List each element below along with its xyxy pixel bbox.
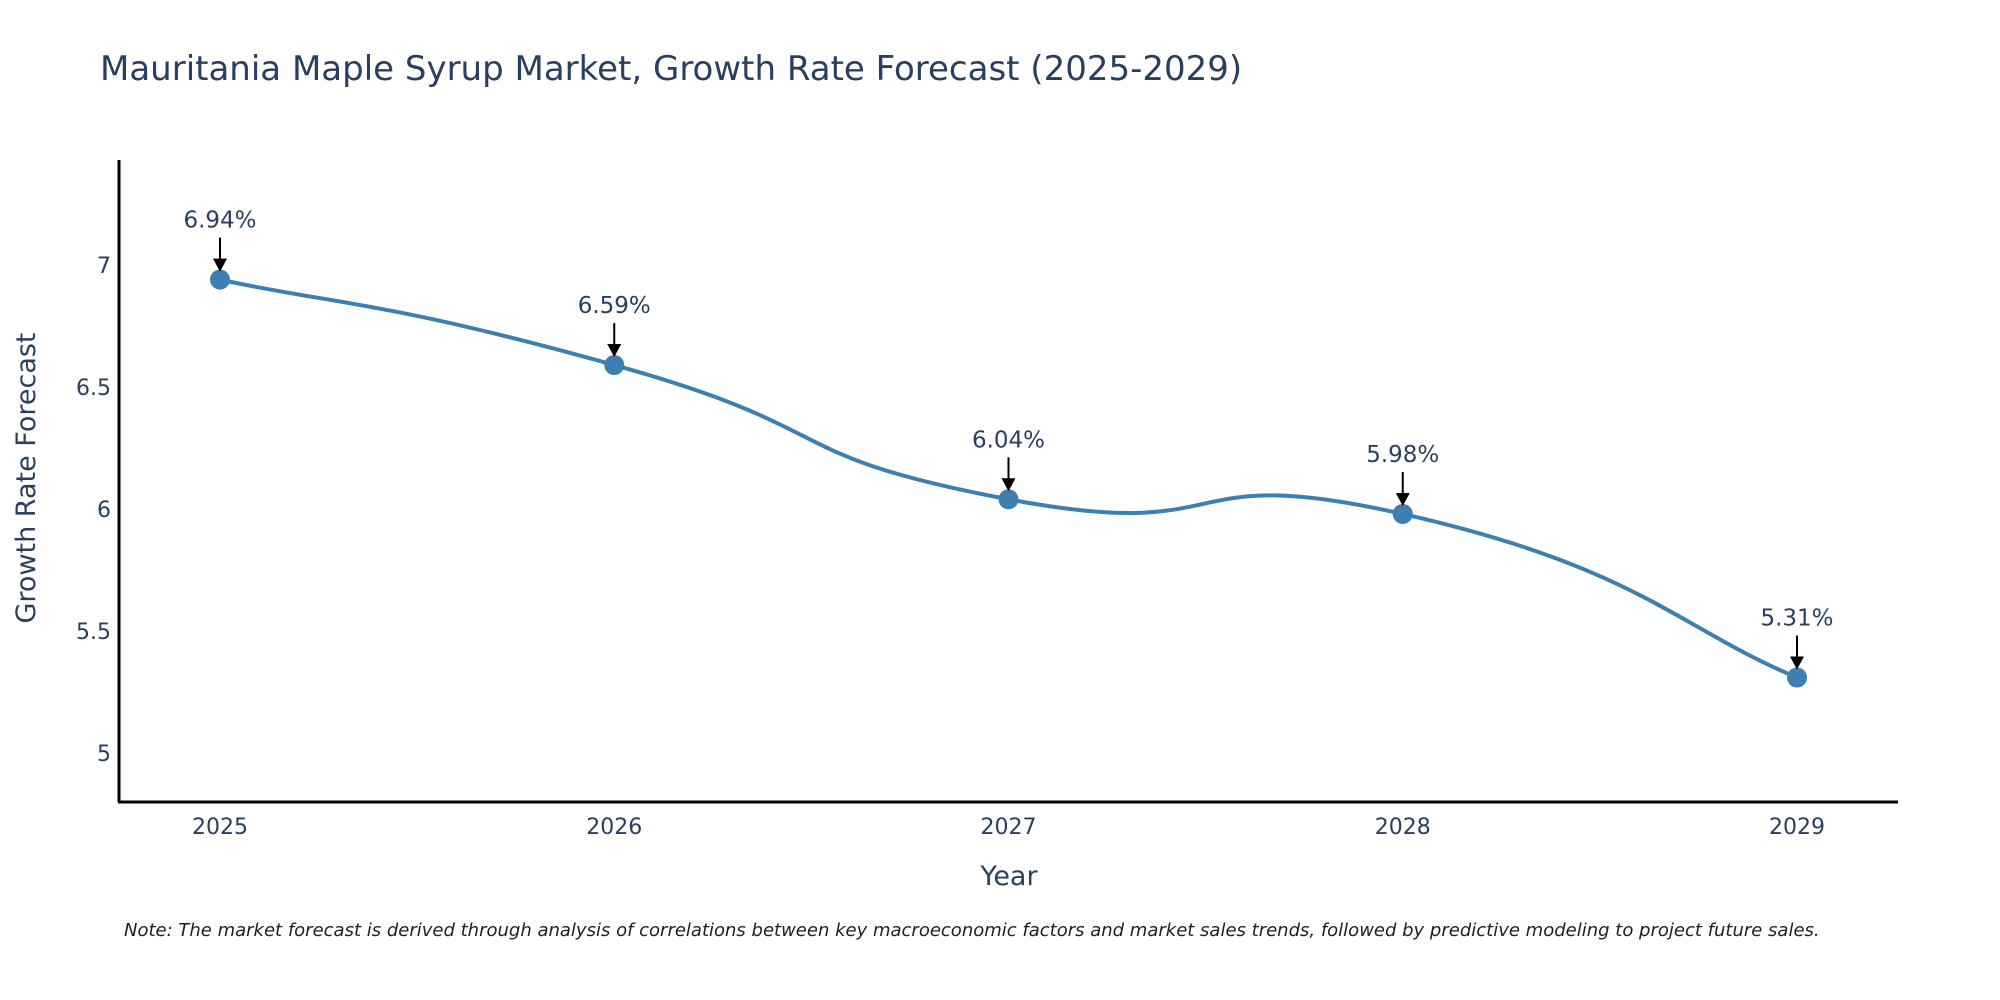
x-tick-label: 2029 (1769, 815, 1825, 840)
annotation-arrow-head (213, 258, 227, 272)
x-tick-label: 2026 (586, 815, 642, 840)
y-axis-title: Growth Rate Forecast (11, 332, 42, 623)
data-point-marker (604, 355, 625, 376)
annotation-arrow-head (1001, 478, 1016, 492)
data-label: 6.59% (578, 293, 651, 319)
x-tick-label: 2025 (192, 815, 248, 840)
data-point-marker (210, 269, 230, 290)
data-point-marker (998, 489, 1019, 510)
annotation-arrow-head (1395, 492, 1410, 506)
data-point-marker (1392, 503, 1413, 524)
data-label: 6.04% (972, 427, 1045, 453)
y-tick-label: 7 (97, 254, 111, 279)
annotation-arrow-head (1790, 656, 1804, 670)
x-tick-label: 2027 (981, 815, 1037, 840)
data-point-markers (210, 269, 1807, 688)
x-axis-title: Year (979, 861, 1038, 892)
y-tick-label: 5 (97, 742, 111, 767)
y-tick-label: 6 (97, 498, 111, 523)
data-point-marker (1787, 667, 1807, 688)
x-axis-ticks: 2025 2026 2027 2028 2029 (192, 815, 1825, 840)
y-axis-ticks: 5 5.5 6 6.5 7 (76, 254, 111, 767)
annotation-arrow-head (607, 344, 622, 358)
data-label: 6.94% (183, 208, 256, 234)
data-label: 5.98% (1366, 442, 1439, 468)
y-tick-label: 6.5 (76, 376, 111, 401)
forecast-note: Note: The market forecast is derived thr… (124, 920, 1820, 941)
x-tick-label: 2028 (1375, 815, 1431, 840)
y-tick-label: 5.5 (76, 620, 111, 645)
data-label: 5.31% (1760, 606, 1833, 632)
chart-title: Mauritania Maple Syrup Market, Growth Ra… (100, 49, 1242, 89)
data-label-annotations: 6.94% 6.59% 6.04% 5.98% 5.31% (183, 208, 1834, 670)
